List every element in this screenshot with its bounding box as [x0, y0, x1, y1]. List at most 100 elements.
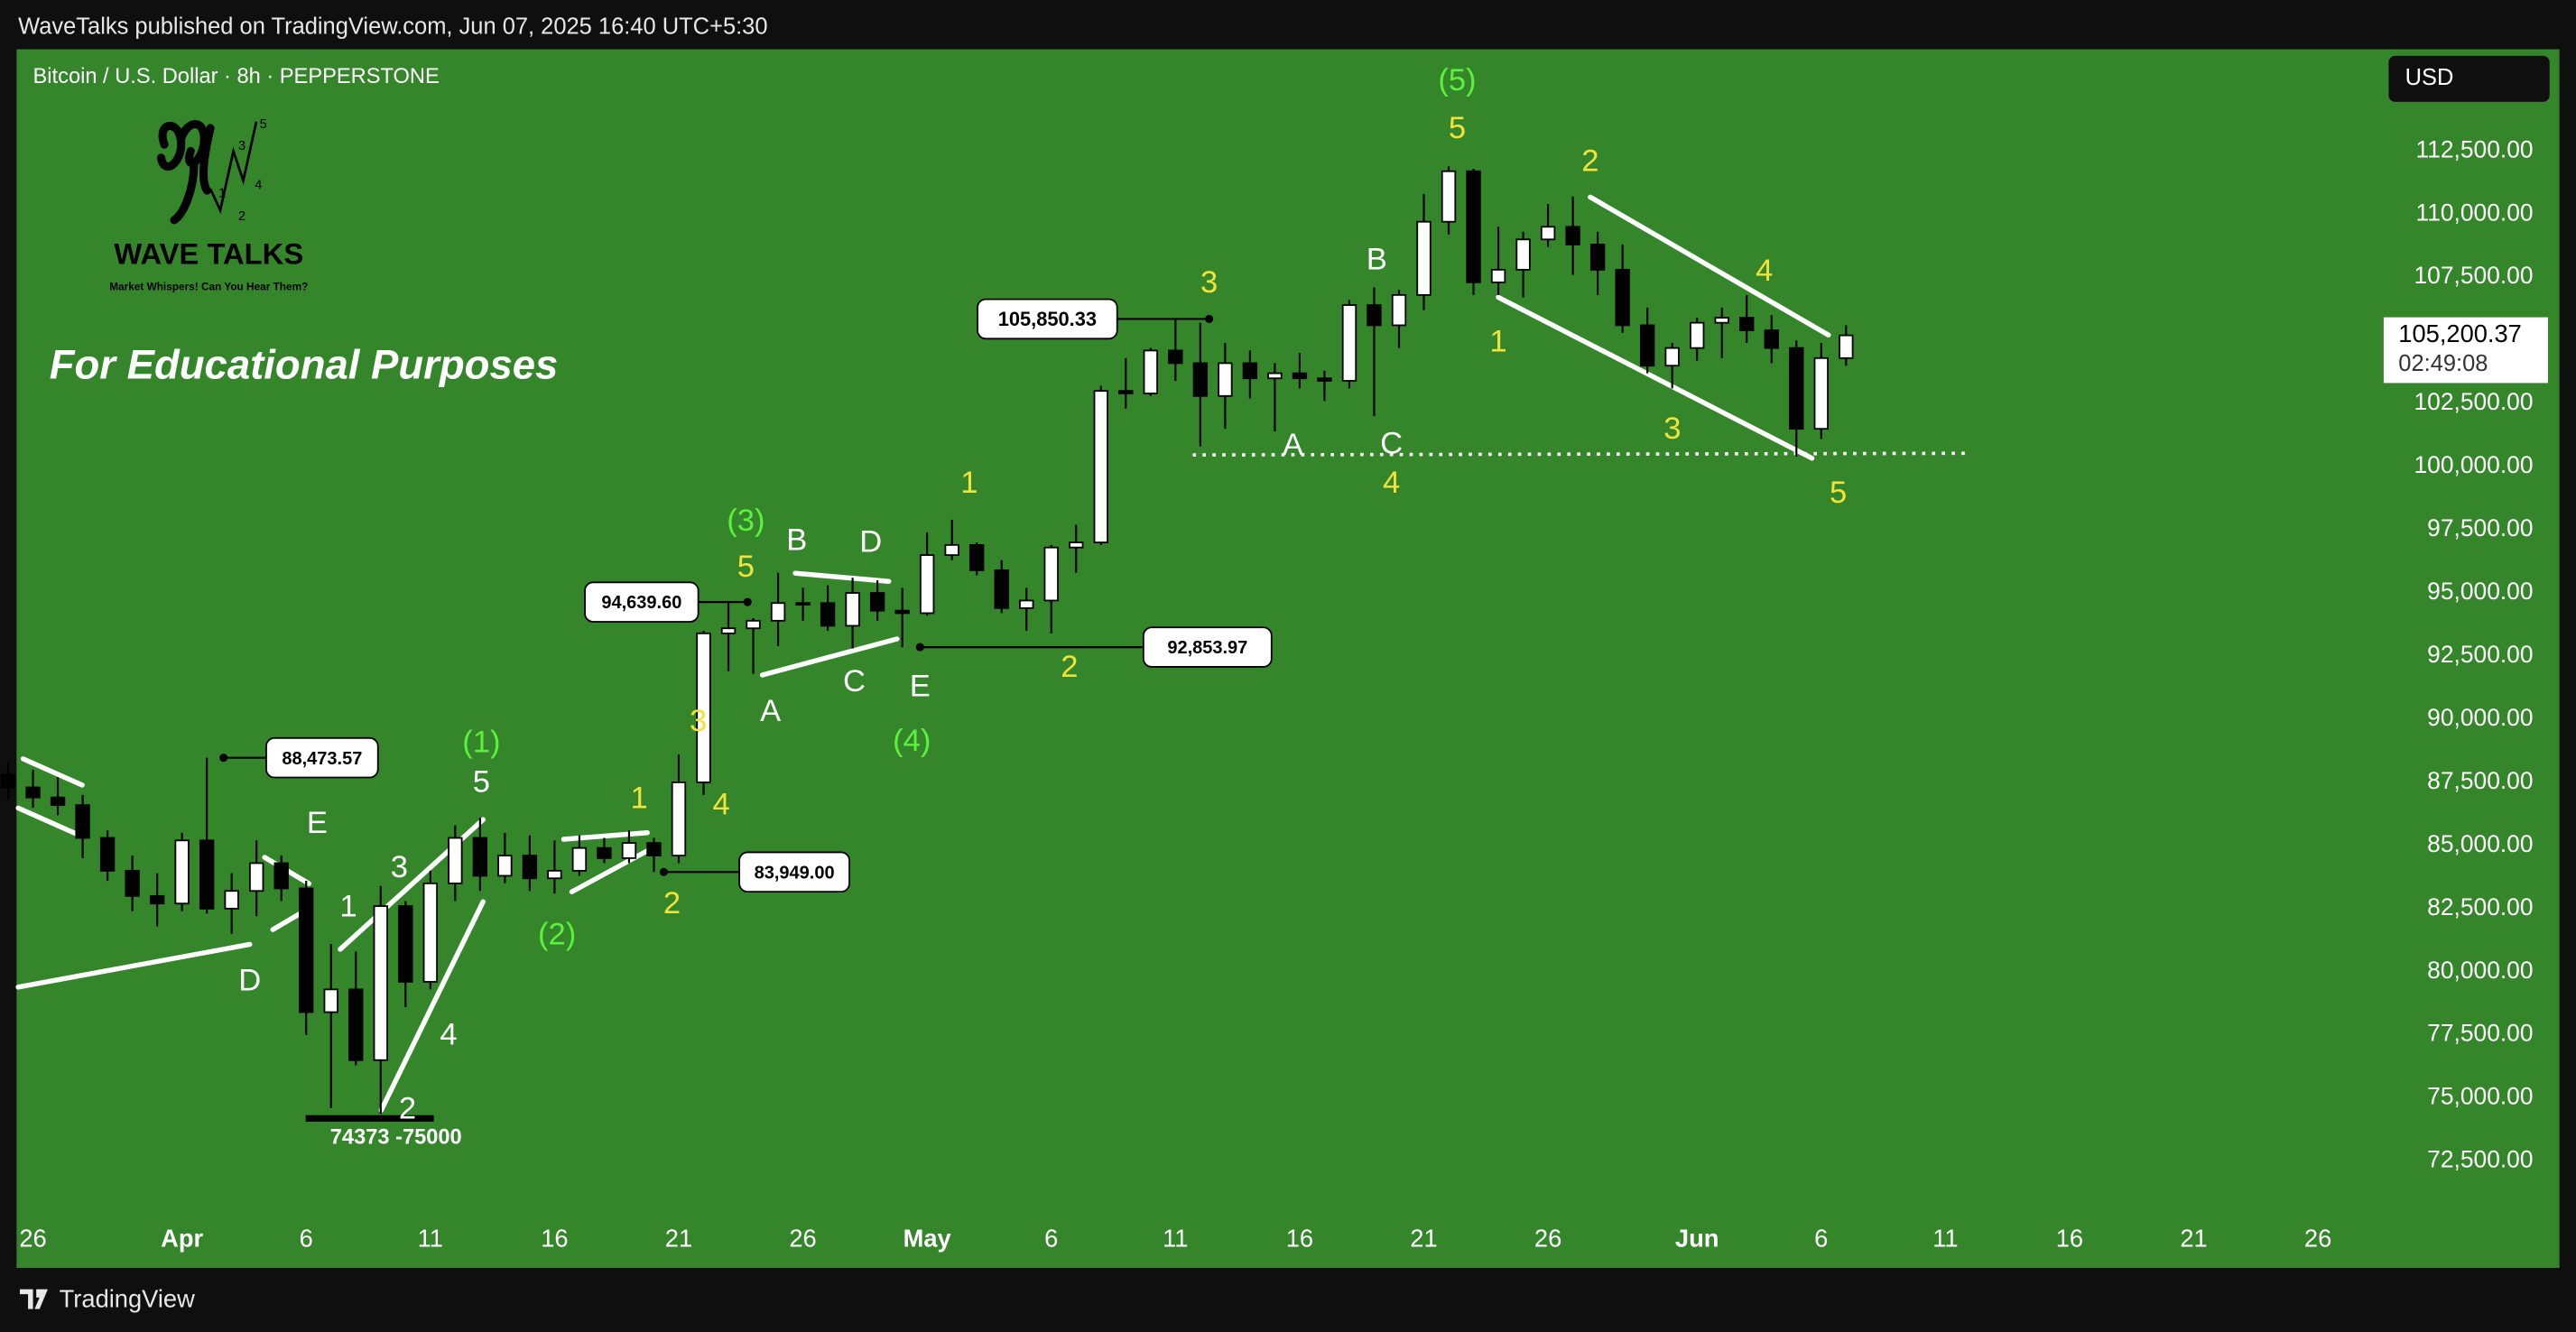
- trendline: [15, 805, 80, 837]
- candle-body: [472, 837, 488, 877]
- candle-body: [696, 632, 711, 783]
- wave-label: (5): [1438, 63, 1476, 97]
- candle-body: [1589, 243, 1606, 271]
- wave-label: 3: [1200, 265, 1218, 300]
- candle-body: [1242, 362, 1258, 380]
- candle-body: [770, 602, 786, 622]
- candle-body: [621, 842, 637, 859]
- candle-body: [1789, 347, 1804, 430]
- currency[interactable]: USD: [2405, 65, 2454, 90]
- trendline: [1588, 194, 1831, 338]
- symbol-title: Bitcoin / U.S. Dollar · 8h · PEPPERSTONE: [33, 65, 440, 88]
- trendline: [270, 911, 303, 932]
- current-price: 105,200.37: [2398, 319, 2522, 347]
- candle-body: [1218, 362, 1233, 397]
- candle-body: [1664, 347, 1680, 367]
- y-tick-label: 112,500.00: [2415, 135, 2533, 162]
- x-tick-label: 26: [1534, 1224, 1561, 1252]
- wave-label: 3: [391, 850, 408, 884]
- candle-body: [720, 627, 737, 634]
- wave-label: 4: [440, 1018, 457, 1052]
- wave-label: (2): [538, 918, 576, 952]
- y-tick-label: 90,000.00: [2427, 704, 2533, 731]
- callout-label: 83,949.00: [755, 863, 835, 883]
- trendline: [378, 899, 486, 1114]
- logo-digit: 3: [238, 139, 246, 153]
- candle-body: [1069, 541, 1084, 549]
- wave-label: 3: [690, 704, 707, 738]
- x-tick-label: 16: [541, 1224, 568, 1252]
- watermark: For Educational Purposes: [50, 342, 559, 388]
- logo-digit: 1: [218, 187, 226, 201]
- callout-label: 92,853.97: [1167, 638, 1247, 658]
- wave-label: 4: [1383, 466, 1400, 500]
- wave-label: 2: [1061, 650, 1078, 684]
- callout-dot: [743, 597, 752, 606]
- x-tick-label: May: [903, 1224, 952, 1252]
- candle-body: [1367, 304, 1382, 327]
- candle-body: [99, 837, 116, 872]
- logo-digit: 5: [260, 117, 267, 132]
- candle-body: [497, 855, 513, 877]
- callout-dot: [219, 754, 228, 763]
- wave-label: 4: [1756, 254, 1773, 288]
- y-tick-label: 110,000.00: [2415, 199, 2533, 226]
- candle-body: [1019, 599, 1034, 609]
- chart-area: [16, 49, 2560, 1269]
- y-tick-label: 107,500.00: [2414, 262, 2534, 289]
- y-tick-label: 100,000.00: [2414, 451, 2534, 478]
- candle-body: [75, 804, 90, 839]
- wave-label: 2: [399, 1091, 416, 1125]
- trendline: [20, 756, 85, 788]
- wave-label: 4: [712, 788, 729, 822]
- candle-body: [448, 837, 463, 884]
- trendline: [759, 636, 900, 678]
- candle-body: [1118, 390, 1134, 394]
- candle-body: [1839, 334, 1854, 359]
- logo-name: WAVE TALKS: [114, 237, 303, 271]
- trendline: [561, 829, 650, 842]
- y-tick-label: 75,000.00: [2427, 1083, 2533, 1110]
- candle-body: [597, 846, 612, 859]
- dotted-level: [1192, 451, 1965, 457]
- publisher-line: WaveTalks published on TradingView.com, …: [18, 14, 767, 40]
- candle-body: [1441, 170, 1457, 223]
- candle-body: [1690, 321, 1705, 349]
- callout-box: [584, 581, 700, 623]
- x-tick-label: 21: [1410, 1224, 1437, 1252]
- candle-body: [199, 839, 215, 910]
- candle-body: [125, 869, 140, 897]
- x-tick-label: 21: [2180, 1224, 2207, 1252]
- wave-label: 1: [630, 781, 647, 815]
- logo-glyph: [156, 120, 215, 225]
- logo: 1 2 3 4 5 WAVE TALKS Market Whispers! Ca…: [109, 117, 308, 292]
- callout-dot: [1205, 314, 1214, 323]
- y-tick-label: 77,500.00: [2427, 1020, 2533, 1047]
- candle-body: [1416, 220, 1432, 296]
- candle-body: [1192, 362, 1209, 397]
- candle-body: [1143, 349, 1159, 394]
- x-tick-label: Jun: [1675, 1224, 1719, 1252]
- wave-label: 3: [1663, 412, 1681, 446]
- wave-label: C: [843, 664, 866, 698]
- x-tick-label: 21: [665, 1224, 692, 1252]
- candle-body: [994, 569, 1009, 609]
- candle-body: [522, 855, 538, 880]
- candle-body: [1639, 324, 1655, 367]
- candle-body: [224, 890, 239, 910]
- currency-box[interactable]: [2388, 55, 2550, 102]
- current-price-box: [2383, 317, 2548, 384]
- candle-body: [348, 988, 364, 1061]
- candle-body: [1093, 390, 1108, 544]
- logo-digit: 4: [255, 179, 262, 193]
- x-tick-label: 6: [300, 1224, 313, 1252]
- candle-body: [25, 786, 41, 799]
- callout-label: 94,639.60: [601, 593, 681, 613]
- countdown: 02:49:08: [2398, 351, 2488, 376]
- callout-box: [265, 736, 379, 779]
- candle-body: [746, 619, 761, 630]
- candle-body: [869, 592, 885, 612]
- trendline: [15, 941, 253, 990]
- candle-body: [1540, 226, 1556, 241]
- wave-label: 2: [1581, 143, 1598, 178]
